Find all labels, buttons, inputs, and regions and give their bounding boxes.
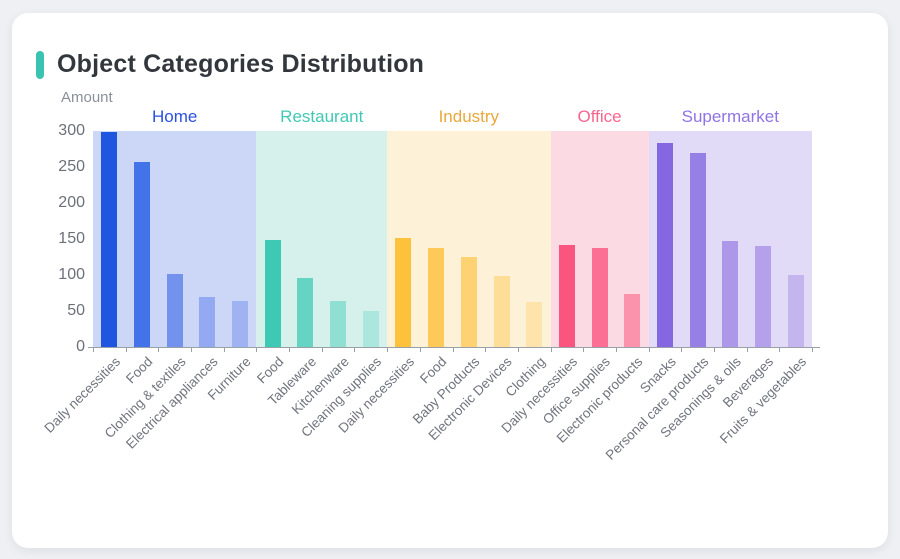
title-accent-bar [36, 51, 44, 79]
bar[interactable] [166, 274, 183, 347]
x-axis-tick [681, 347, 683, 352]
bar[interactable] [428, 247, 445, 347]
x-axis-tick [517, 347, 519, 352]
x-axis-tick [223, 347, 225, 352]
bar[interactable] [493, 275, 510, 347]
x-axis-tick [289, 347, 291, 352]
group-label-restaurant: Restaurant [280, 107, 364, 126]
y-tick-label: 50 [67, 302, 85, 319]
bar[interactable] [232, 300, 249, 347]
y-tick-label: 200 [58, 194, 85, 211]
y-tick-label: 0 [76, 338, 85, 355]
bar[interactable] [395, 238, 412, 347]
bar[interactable] [689, 153, 706, 347]
x-axis-tick [321, 347, 323, 352]
x-axis-tick [93, 347, 94, 352]
x-axis-tick [158, 347, 160, 352]
bar[interactable] [656, 143, 673, 347]
bar[interactable] [297, 277, 314, 347]
bar[interactable] [460, 257, 477, 347]
x-axis-line [88, 347, 820, 348]
x-axis-tick [583, 347, 585, 352]
y-tick-label: 100 [58, 266, 85, 283]
bar[interactable] [199, 296, 216, 347]
x-axis-tick [387, 347, 389, 352]
x-axis-tick [550, 347, 552, 352]
bar[interactable] [624, 293, 641, 347]
bar[interactable] [754, 246, 771, 347]
x-axis-tick [648, 347, 650, 352]
y-tick-label: 150 [58, 230, 85, 247]
bar[interactable] [362, 311, 379, 347]
y-tick-label: 300 [58, 122, 85, 139]
x-axis-tick [125, 347, 127, 352]
x-axis-tick [354, 347, 356, 352]
group-label-supermarket: Supermarket [681, 107, 779, 126]
group-label-industry: Industry [438, 107, 500, 126]
y-axis-title: Amount [61, 89, 113, 106]
x-axis-tick [713, 347, 715, 352]
x-axis-tick [485, 347, 487, 352]
chart-card: Object Categories Distribution Amount 0 5… [12, 13, 888, 548]
x-axis-tick [191, 347, 193, 352]
bar[interactable] [722, 241, 739, 347]
bar[interactable] [526, 301, 543, 347]
group-label-home: Home [152, 107, 198, 126]
bar[interactable] [591, 247, 608, 347]
bar[interactable] [787, 275, 804, 347]
chart-title: Object Categories Distribution [57, 50, 425, 78]
bar[interactable] [558, 245, 575, 347]
x-axis-tick [615, 347, 617, 352]
y-tick-label: 250 [58, 158, 85, 175]
x-axis-tick [779, 347, 781, 352]
x-axis-tick [452, 347, 454, 352]
group-label-office: Office [577, 107, 622, 126]
bar[interactable] [134, 161, 151, 347]
bar[interactable] [264, 240, 281, 347]
x-axis-tick [812, 347, 813, 352]
bar[interactable] [101, 132, 118, 347]
x-axis-tick [419, 347, 421, 352]
x-axis-tick [746, 347, 748, 352]
bar[interactable] [330, 300, 347, 347]
x-axis-tick [256, 347, 258, 352]
